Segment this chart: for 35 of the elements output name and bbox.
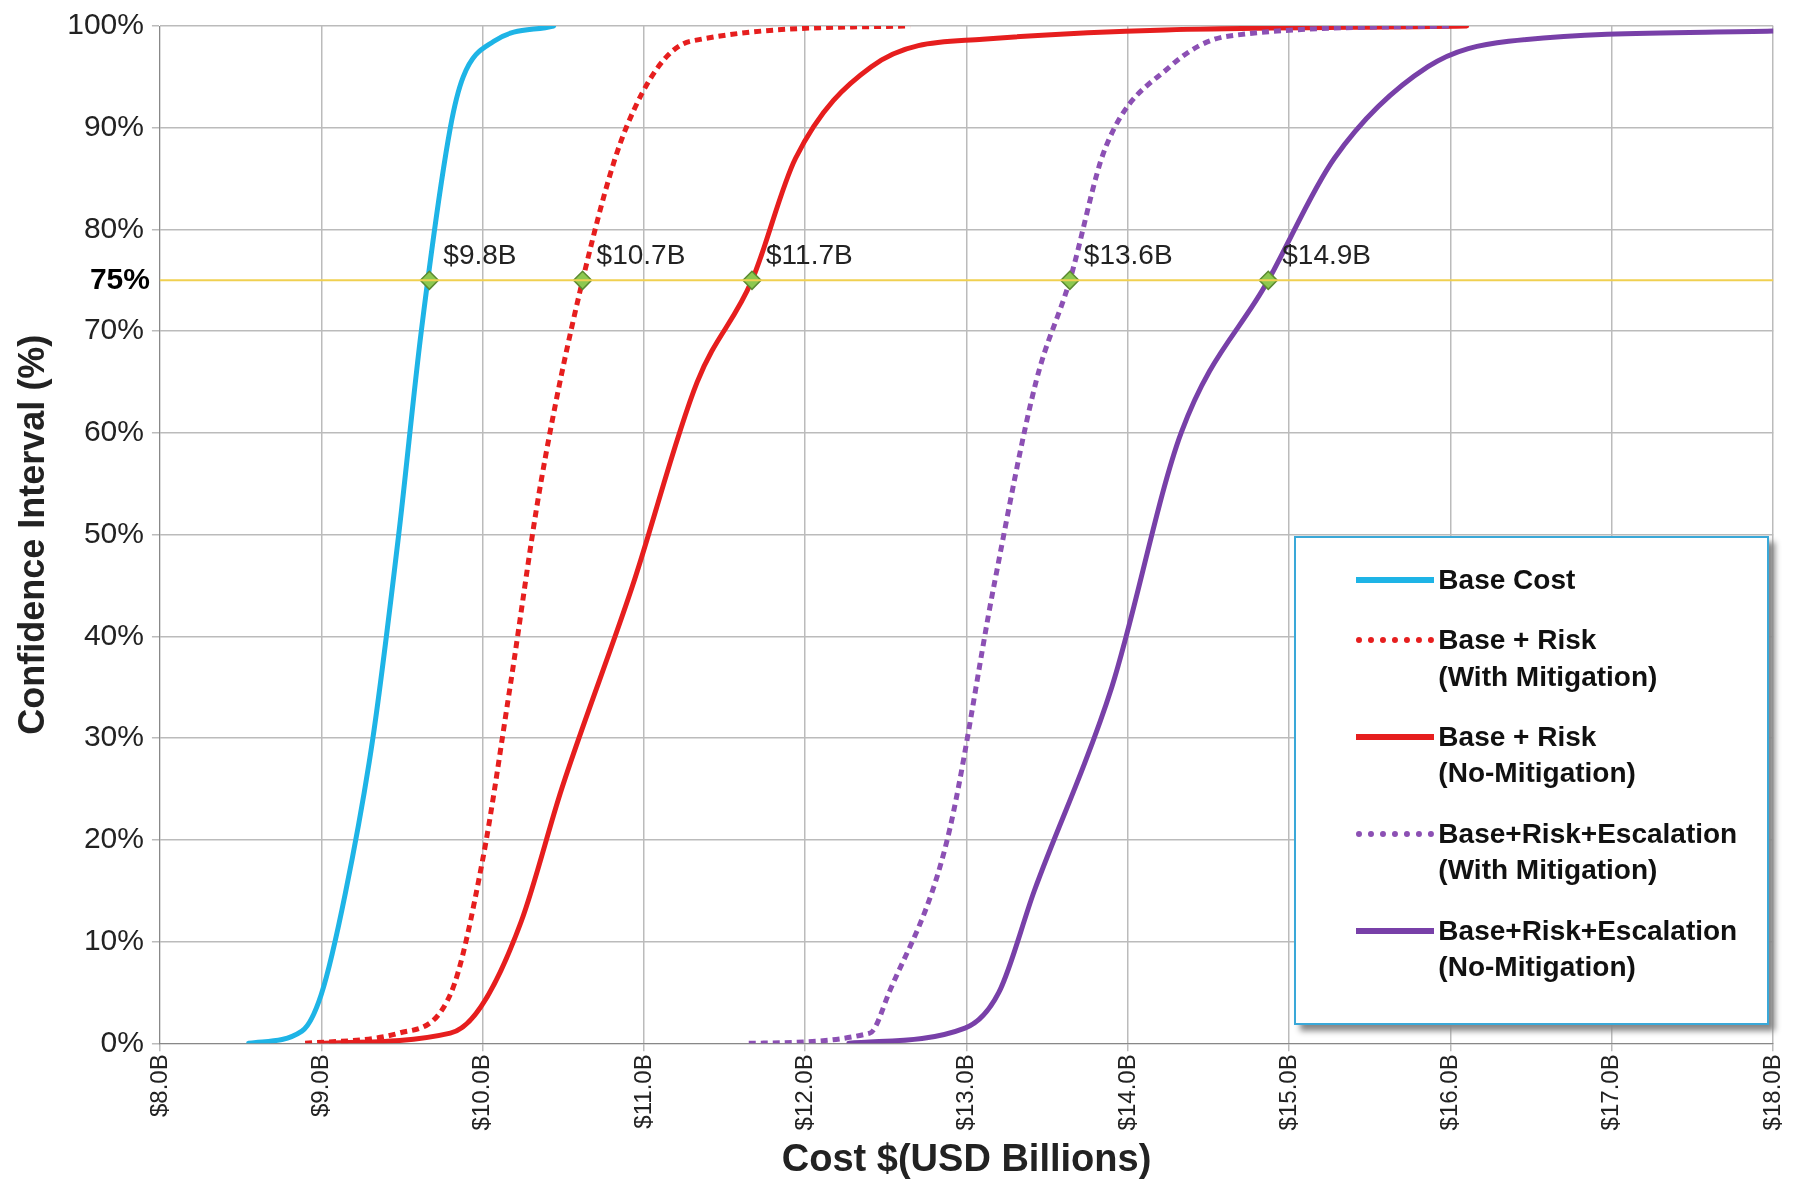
x-tick-label: $18.0B xyxy=(1757,1054,1785,1131)
annotation: $14.9B xyxy=(1282,239,1371,271)
y-tick-label: 100% xyxy=(67,7,144,41)
x-tick-label: $11.0B xyxy=(628,1054,656,1129)
annotation: $10.7B xyxy=(596,239,686,271)
legend-label: Base+Risk+Escalation (With Mitigation) xyxy=(1438,816,1738,888)
y-tick-label: 20% xyxy=(83,821,144,855)
y-tick-label: 80% xyxy=(83,210,144,244)
x-tick-label: $9.0B xyxy=(305,1054,333,1118)
legend-label: Base+Risk+Escalation (No-Mitigation) xyxy=(1438,913,1738,984)
x-axis-title: Cost $(USD Billions) xyxy=(781,1136,1152,1179)
legend-label: Base Cost xyxy=(1438,562,1576,597)
x-tick-label: $10.0B xyxy=(467,1054,495,1131)
legend-label: Base + Risk (No-Mitigation) xyxy=(1438,720,1636,791)
x-tick-label: $15.0B xyxy=(1273,1054,1301,1131)
legend-label: Base + Risk (With Mitigation) xyxy=(1438,623,1658,694)
y-tick-label: 50% xyxy=(83,515,144,549)
x-tick-label: $16.0B xyxy=(1435,1054,1463,1131)
x-tick-label: $8.0B xyxy=(144,1054,172,1118)
annotation: $9.8B xyxy=(443,239,517,271)
y-tick-label: 90% xyxy=(83,109,144,142)
annotation: $11.7B xyxy=(766,239,853,271)
y-tick-label: 70% xyxy=(83,312,144,346)
x-tick-label: $17.0B xyxy=(1596,1054,1624,1131)
x-tick-label: $12.0B xyxy=(789,1054,817,1131)
ref-line-label: 75% xyxy=(89,261,150,295)
y-tick-label: 60% xyxy=(83,414,144,448)
y-tick-label: 10% xyxy=(83,922,144,956)
x-tick-label: $14.0B xyxy=(1112,1054,1140,1131)
x-tick-label: $13.0B xyxy=(951,1054,979,1131)
y-tick-label: 0% xyxy=(100,1024,144,1058)
annotation: $13.6B xyxy=(1083,239,1173,271)
y-tick-label: 30% xyxy=(83,719,144,753)
y-axis-title: Confidence Interval (%) xyxy=(10,334,52,735)
y-tick-label: 40% xyxy=(83,617,144,651)
